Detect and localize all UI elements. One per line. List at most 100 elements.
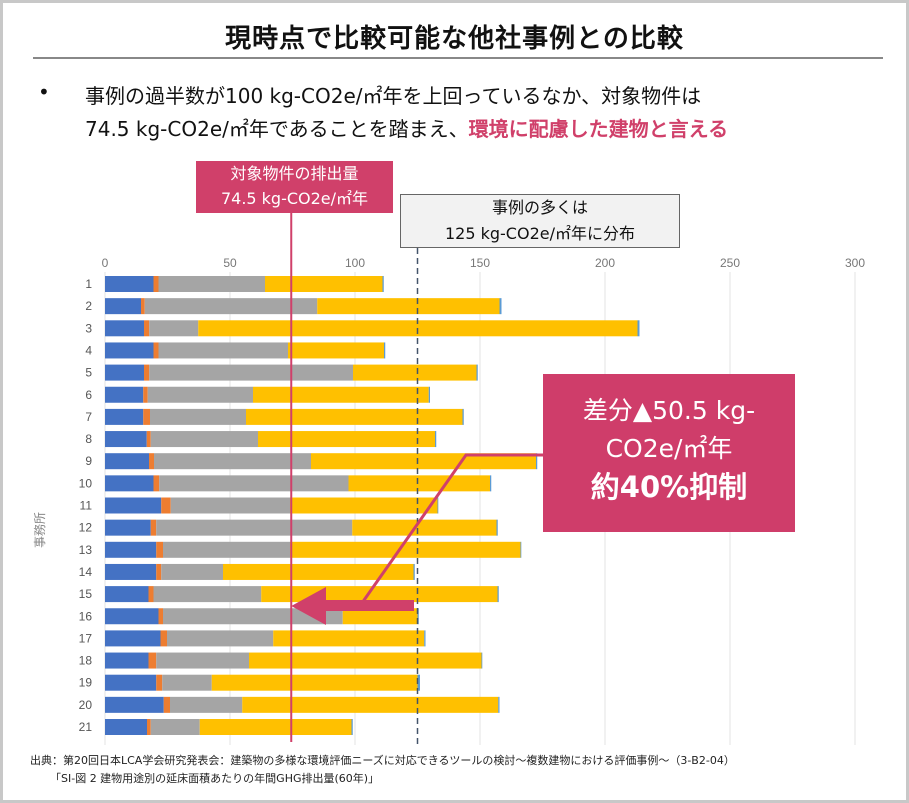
bar-segment <box>105 298 141 315</box>
bar-segment <box>160 630 167 647</box>
bar-segment <box>158 608 163 625</box>
bar-segment <box>105 652 149 669</box>
bar-segment <box>163 541 290 558</box>
difference-callout: 差分▲50.5 kg- CO2e/㎡年 約40%抑制 <box>543 374 795 532</box>
bar-segment <box>161 563 223 580</box>
bar-segment <box>417 608 419 625</box>
bar-segment <box>246 408 463 425</box>
bar-segment <box>435 431 437 448</box>
x-tick-label: 250 <box>720 256 740 270</box>
arrow-left-icon <box>291 587 326 625</box>
bar-segment <box>143 408 150 425</box>
bullet-line-2-plain: 74.5 kg-CO2e/㎡年であることを踏まえ、 <box>85 117 469 141</box>
y-tick-label: 2 <box>85 299 92 313</box>
bar-segment <box>223 563 414 580</box>
cases-label-line-2: 125 kg-CO2e/㎡年に分布 <box>444 224 635 243</box>
bar-segment <box>144 320 150 337</box>
bar-segment <box>105 342 154 359</box>
bar-segment <box>265 276 383 292</box>
bar-segment <box>105 386 144 403</box>
bar-segment <box>105 497 162 514</box>
bar-segment <box>147 386 253 403</box>
bar-segment <box>105 475 154 492</box>
bar-segment <box>146 431 151 448</box>
bar-segment <box>144 298 318 315</box>
bar-segment <box>149 364 353 381</box>
y-tick-label: 15 <box>79 587 93 601</box>
bar-segment <box>141 298 145 315</box>
y-tick-label: 18 <box>79 654 93 668</box>
bar-segment <box>199 719 352 735</box>
bar-segment <box>153 342 159 359</box>
target-label-line-1: 対象物件の排出量 <box>230 164 359 183</box>
bar-segment <box>105 519 151 536</box>
bar-segment <box>156 563 162 580</box>
bar-segment <box>105 408 144 425</box>
bar-segment <box>153 276 159 292</box>
bar-segment <box>536 453 538 470</box>
bullet-marker: • <box>38 80 50 104</box>
y-tick-label: 21 <box>79 720 93 734</box>
bar-segment <box>161 497 171 514</box>
bar-segment <box>162 674 212 691</box>
bar-segment <box>158 276 265 292</box>
bar-segment <box>348 475 490 492</box>
y-tick-label: 20 <box>79 698 93 712</box>
y-tick-label: 4 <box>85 343 92 357</box>
bar-segment <box>498 696 500 713</box>
bar-segment <box>153 475 160 492</box>
bar-segment <box>384 342 386 359</box>
bar-segment <box>290 497 438 514</box>
bar-segment <box>258 431 435 448</box>
bar-segment <box>163 696 170 713</box>
y-tick-label: 13 <box>79 543 93 557</box>
bar-segment <box>352 519 497 536</box>
bar-segment <box>105 674 157 691</box>
y-tick-label: 6 <box>85 388 92 402</box>
cases-distribution-label: 事例の多くは 125 kg-CO2e/㎡年に分布 <box>400 194 680 248</box>
slide-title: 現時点で比較可能な他社事例との比較 <box>225 24 684 54</box>
bar-segment <box>144 364 150 381</box>
bar-segment <box>105 719 147 735</box>
bar-segment <box>154 453 311 470</box>
x-tick-label: 0 <box>102 256 109 270</box>
bar-segment <box>170 696 243 713</box>
cases-label-line-1: 事例の多くは <box>491 198 588 217</box>
target-emission-label: 対象物件の排出量 74.5 kg-CO2e/㎡年 <box>196 161 393 213</box>
bar-segment <box>481 652 483 669</box>
y-axis-label: 事務所 <box>33 512 47 548</box>
bar-segment <box>353 364 477 381</box>
bar-segment <box>105 453 149 470</box>
y-tick-label: 1 <box>85 277 92 291</box>
bar-segment <box>153 586 262 603</box>
bar-segment <box>156 541 163 558</box>
bar-segment <box>424 630 426 647</box>
bar-segment <box>317 298 500 315</box>
bar-segment <box>342 608 418 625</box>
y-tick-label: 9 <box>85 454 92 468</box>
target-label-line-2: 74.5 kg-CO2e/㎡年 <box>220 189 369 208</box>
source-line-1: 出典：第20回日本LCA学会研究発表会：建築物の多様な環境評価ニーズに対応できる… <box>30 754 735 767</box>
bar-segment <box>105 630 161 647</box>
title-divider <box>33 57 883 59</box>
bar-segment <box>476 364 478 381</box>
bar-segment <box>253 386 429 403</box>
bar-segment <box>149 453 154 470</box>
bar-segment <box>149 320 199 337</box>
y-tick-label: 17 <box>79 631 93 645</box>
bar-segment <box>156 674 163 691</box>
diff-line-1: 差分▲50.5 kg- <box>582 396 756 425</box>
y-tick-label: 10 <box>79 476 93 490</box>
bar-segment <box>105 320 144 337</box>
bar-segment <box>382 276 384 292</box>
y-tick-label: 7 <box>85 410 92 424</box>
y-tick-label: 5 <box>85 366 92 380</box>
bullet-line-2-highlight: 環境に配慮した建物と言える <box>468 117 729 141</box>
bar-segment <box>105 586 149 603</box>
bar-segment <box>351 719 353 735</box>
bar-segment <box>163 608 343 625</box>
bar-segment <box>261 586 498 603</box>
bar-segment <box>273 630 425 647</box>
y-tick-label: 3 <box>85 321 92 335</box>
